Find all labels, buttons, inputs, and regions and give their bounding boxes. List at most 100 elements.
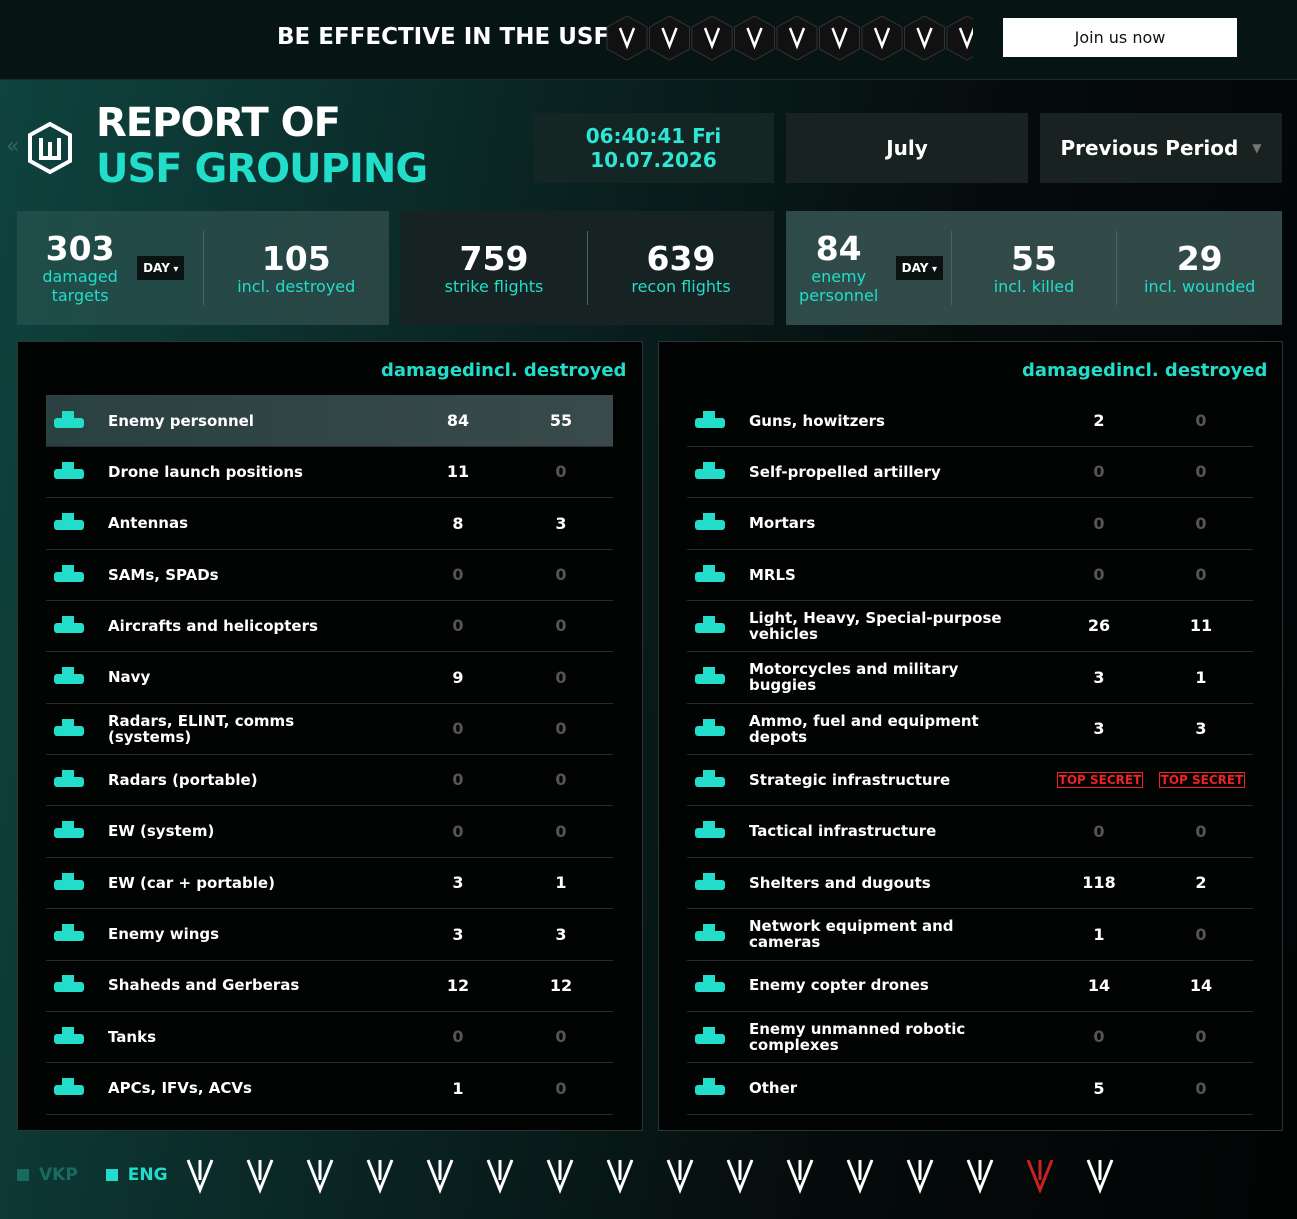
logo-shape	[366, 1159, 394, 1195]
row-value: 0	[1195, 1027, 1207, 1047]
row-label: Mortars	[749, 514, 816, 533]
row-value: 9	[452, 667, 464, 687]
logo-shape	[703, 718, 715, 727]
summary-stack: 84 enemy personnel	[794, 229, 884, 306]
logo-shape	[62, 1026, 74, 1035]
row-icon	[54, 410, 84, 428]
summary-value: 84	[815, 229, 862, 268]
row-icon	[695, 461, 725, 479]
logo-shape	[703, 821, 715, 830]
row-label: Guns, howitzers	[749, 411, 885, 430]
row-icon	[695, 718, 725, 736]
logo-shape	[54, 776, 84, 787]
usf-logo	[28, 122, 72, 174]
logo-shape	[703, 27, 721, 50]
table-row: Tanks 0 0	[46, 1011, 613, 1064]
back-chevron[interactable]: «	[6, 134, 20, 159]
logo-shape	[54, 725, 84, 736]
summary-stack: 303 damaged targets	[35, 231, 125, 306]
table-row: Tactical infrastructure 0 0	[687, 806, 1253, 858]
row-icon	[695, 410, 725, 428]
row-value: 14	[1189, 975, 1213, 995]
table-row: Navy 9 0	[46, 652, 613, 704]
period-select[interactable]: Previous Period ▼	[1040, 113, 1282, 183]
row-value: 0	[555, 616, 567, 636]
table-row: Self-propelled artillery 0 0	[687, 446, 1253, 499]
logo-shape	[695, 520, 725, 531]
row-value: 0	[1093, 513, 1105, 533]
row-label: Drone launch positions	[108, 462, 303, 481]
row-value: 12	[549, 975, 573, 995]
row-label: Radars (portable)	[108, 770, 258, 789]
table-row: EW (car + portable) 3 1	[46, 857, 613, 910]
logo-shape	[776, 15, 818, 61]
logo-shape	[62, 1078, 74, 1087]
language-option[interactable]: VKP	[39, 1165, 78, 1185]
row-label: Shelters and dugouts	[749, 873, 931, 892]
row-icon	[695, 975, 725, 993]
logo-shape	[695, 828, 725, 839]
row-label: Tactical infrastructure	[749, 822, 937, 841]
summary-label: strike flights	[444, 276, 544, 296]
summary-value: 55	[1011, 238, 1057, 278]
row-value: 0	[555, 770, 567, 790]
logo-shape	[703, 1078, 715, 1087]
logo-shape	[695, 417, 725, 428]
logo-shape	[54, 1085, 84, 1096]
logo-shape	[786, 1159, 814, 1195]
table-row: Enemy personnel 84 55	[46, 395, 613, 447]
month-select[interactable]: July	[786, 113, 1028, 183]
language-option[interactable]: ENG	[127, 1165, 168, 1185]
row-value: 1	[555, 873, 567, 893]
period-toggle[interactable]: DAY	[137, 256, 185, 280]
summary-value: 105	[261, 238, 331, 278]
row-label: Radars, ELINT, comms (systems)	[108, 711, 295, 746]
row-label: Self-propelled artillery	[749, 462, 941, 481]
row-value: 0	[452, 719, 464, 739]
logo-shape	[54, 520, 84, 531]
logo-shape	[666, 1159, 694, 1195]
row-value: TOP SECRET	[1057, 771, 1143, 788]
logo-shape	[703, 1026, 715, 1035]
table-row: Radars (portable) 0 0	[46, 754, 613, 807]
row-value: 55	[549, 411, 573, 430]
table-row: Other 5 0	[687, 1063, 1253, 1115]
row-value: 1	[1093, 924, 1105, 944]
row-value: 26	[1087, 616, 1111, 636]
row-value: 0	[555, 719, 567, 739]
row-value: 0	[1093, 1027, 1105, 1047]
row-value: 8	[452, 513, 464, 533]
logo-shape	[306, 1159, 334, 1195]
logo-shape	[695, 468, 725, 479]
row-icon	[695, 821, 725, 839]
month: July	[886, 136, 928, 160]
logo-shape	[1086, 1159, 1114, 1195]
row-label: Ammo, fuel and equipment depots	[749, 711, 979, 746]
join-button[interactable]: Join us now	[1003, 18, 1237, 57]
row-value: 0	[555, 667, 567, 687]
row-value: 3	[452, 873, 464, 893]
logo-shape	[186, 1159, 214, 1195]
logo-shape	[695, 879, 725, 890]
period-toggle[interactable]: DAY	[895, 256, 943, 280]
row-icon	[695, 1026, 725, 1044]
row-label: Navy	[108, 668, 151, 687]
logo-shape	[246, 1159, 274, 1195]
logo-shape	[695, 931, 725, 941]
row-label: SAMs, SPADs	[108, 565, 219, 584]
logo-shape	[486, 1159, 514, 1195]
summary-item: 84 enemy personnel DAY	[786, 231, 951, 305]
row-icon	[54, 461, 84, 479]
table-row: Enemy copter drones 14 14	[687, 960, 1253, 1012]
logo-shape	[618, 27, 636, 50]
logo-shape	[606, 15, 648, 61]
logo-shape	[691, 15, 733, 61]
table-row: Light, Heavy, Special-purpose vehicles 26…	[687, 600, 1253, 653]
logo-shape	[695, 776, 725, 787]
table-panel	[17, 341, 643, 1131]
column-header: incl. destroyed	[475, 360, 627, 381]
row-value: TOP SECRET	[1159, 771, 1245, 788]
row-value: 0	[452, 770, 464, 790]
logo-shape	[906, 1159, 934, 1195]
summary-item: 29 incl. wounded	[1116, 231, 1282, 305]
